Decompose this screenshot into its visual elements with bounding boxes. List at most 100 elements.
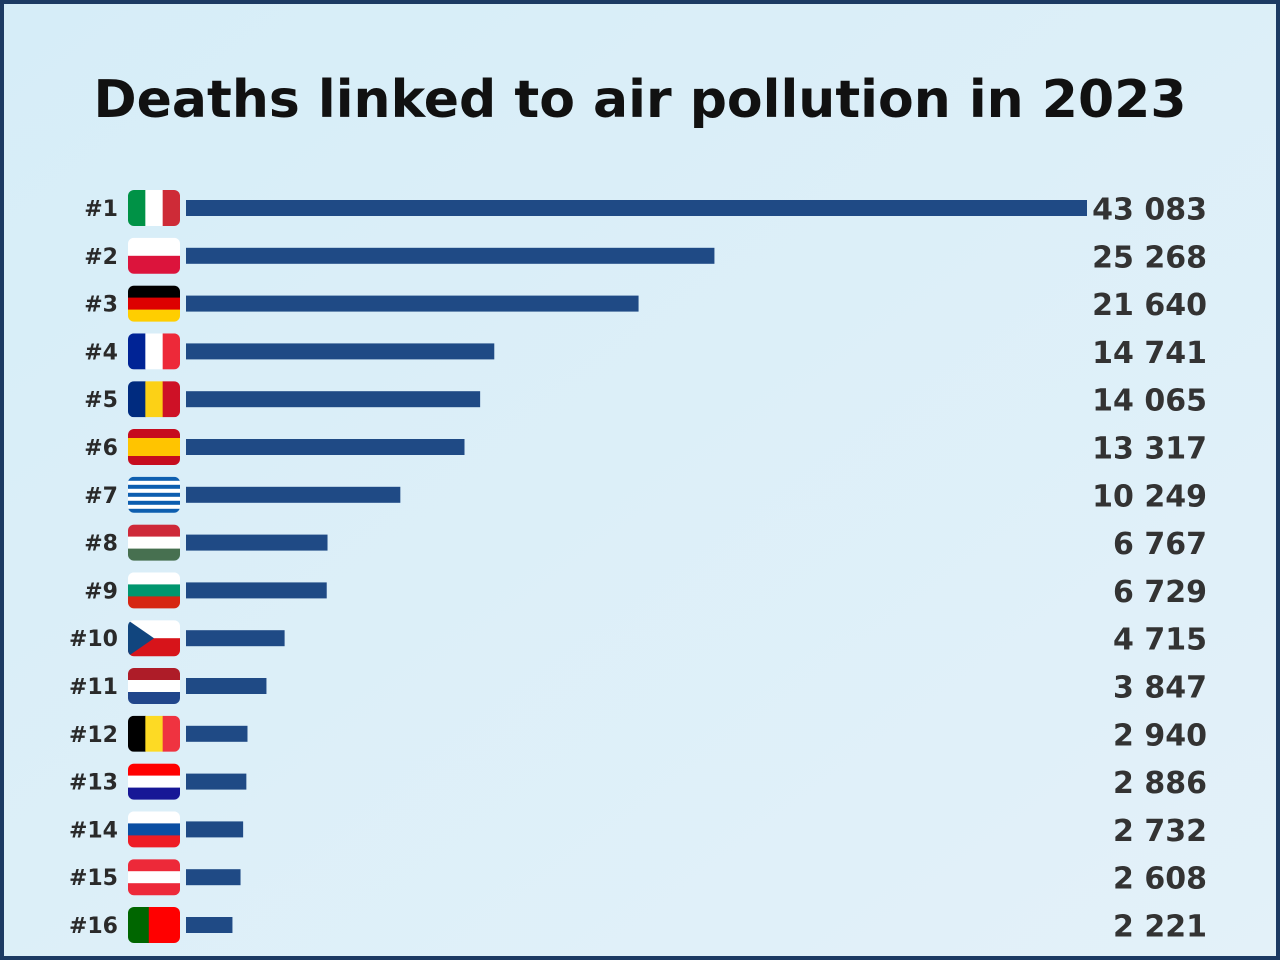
- flag: [128, 381, 180, 418]
- flag-stripe: [128, 297, 180, 311]
- flag-body: [128, 381, 180, 418]
- flag-body: [128, 476, 180, 513]
- bar: [186, 630, 285, 647]
- flag-stripe: [128, 823, 180, 836]
- flag-body: [128, 333, 180, 370]
- value-label: 43 083: [1092, 193, 1207, 228]
- bar: [186, 295, 639, 312]
- flag-stripe: [128, 584, 180, 597]
- flag-stripe: [128, 668, 180, 681]
- bar: [186, 439, 465, 455]
- flag-stripe: [128, 835, 180, 848]
- rank-label: #2: [84, 245, 118, 270]
- rank-label: #9: [84, 579, 118, 604]
- flag-stripe: [128, 859, 180, 872]
- flag-body: [128, 811, 180, 848]
- value-label: 3 847: [1113, 671, 1207, 706]
- rank-label: #4: [84, 340, 118, 365]
- flag-body: [128, 190, 180, 226]
- flag: [128, 429, 180, 465]
- flag: [128, 859, 180, 896]
- rank-label: #5: [84, 388, 118, 413]
- bar: [186, 391, 481, 408]
- flag-stripe: [162, 715, 180, 752]
- flag-stripe: [128, 787, 180, 800]
- flag-body: [128, 572, 180, 609]
- flag: [128, 811, 180, 848]
- flag-stripe: [128, 680, 180, 693]
- flag: [128, 237, 180, 274]
- flag-stripe: [128, 285, 180, 299]
- flag-stripe: [128, 438, 180, 457]
- flag-stripe: [128, 480, 180, 486]
- rank-label: #3: [84, 293, 118, 318]
- rank-label: #12: [69, 723, 118, 748]
- flag-stripe: [128, 484, 180, 490]
- flag-body: [128, 285, 180, 322]
- bar: [186, 534, 328, 551]
- rank-label: #13: [69, 771, 118, 796]
- value-label: 10 249: [1092, 479, 1207, 514]
- bar: [186, 678, 267, 694]
- bar: [186, 200, 1087, 216]
- flag-stripe: [128, 775, 180, 789]
- flag-stripe: [148, 907, 180, 943]
- flag-stripe: [128, 504, 180, 510]
- flag-body: [128, 763, 180, 800]
- flag-stripe: [128, 488, 180, 494]
- flag: [128, 620, 180, 657]
- chart-title: Deaths linked to air pollution in 2023: [93, 70, 1186, 130]
- bar: [186, 773, 247, 790]
- flag-stripe: [128, 496, 180, 502]
- flag-stripe: [128, 500, 180, 506]
- bar: [186, 582, 327, 599]
- bar: [186, 343, 495, 360]
- rank-label: #6: [84, 436, 118, 461]
- value-label: 2 732: [1113, 814, 1207, 849]
- flag-body: [128, 429, 180, 465]
- flag-triangle: [128, 620, 154, 657]
- value-label: 6 729: [1113, 575, 1207, 610]
- value-label: 14 065: [1092, 384, 1207, 419]
- flag-stripe: [128, 508, 180, 513]
- flag-stripe: [128, 255, 180, 274]
- flag-stripe: [145, 333, 164, 370]
- flag-stripe: [128, 596, 180, 609]
- rank-label: #1: [84, 197, 118, 222]
- flag-stripe: [128, 871, 180, 884]
- bar: [186, 247, 715, 264]
- rank-label: #14: [69, 818, 118, 843]
- rank-label: #11: [69, 675, 118, 700]
- rank-label: #10: [69, 627, 118, 652]
- flag: [128, 572, 180, 609]
- flag-stripe: [128, 492, 180, 498]
- flag: [128, 333, 180, 370]
- flag-body: [128, 715, 180, 752]
- rank-label: #16: [69, 914, 118, 939]
- flag-stripe: [128, 237, 180, 257]
- flag: [128, 715, 180, 752]
- flag-stripe: [162, 190, 180, 226]
- flag: [128, 907, 180, 943]
- rank-label: #15: [69, 866, 118, 891]
- flag-stripe: [128, 333, 146, 370]
- bar: [186, 486, 401, 503]
- flag-stripe: [128, 309, 180, 322]
- value-label: 6 767: [1113, 527, 1207, 562]
- flag: [128, 763, 180, 800]
- flag-stripe: [128, 692, 180, 704]
- flag-stripe: [128, 572, 180, 585]
- flag-body: [128, 907, 180, 943]
- bar: [186, 869, 241, 886]
- flag: [128, 476, 180, 513]
- value-label: 25 268: [1092, 240, 1207, 275]
- flag: [128, 668, 180, 704]
- value-label: 2 608: [1113, 862, 1207, 897]
- flag-stripe: [128, 190, 146, 226]
- flag: [128, 285, 180, 322]
- bar: [186, 821, 244, 838]
- flag-body: [128, 859, 180, 896]
- flag-stripe: [128, 429, 180, 439]
